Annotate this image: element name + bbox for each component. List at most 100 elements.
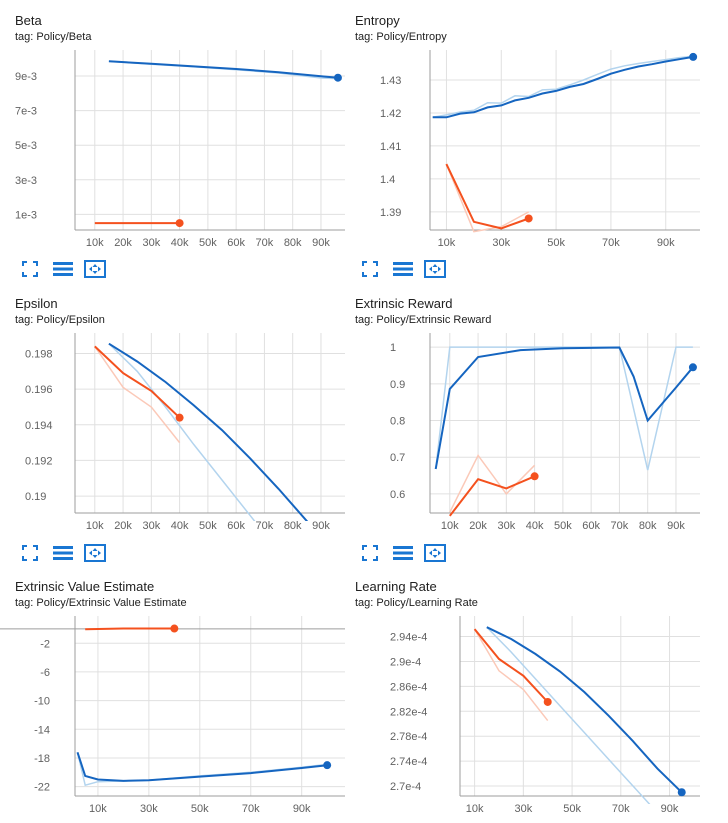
- orange-series-line: [94, 345, 181, 419]
- orange-series-line: [473, 628, 549, 703]
- plot-area: [432, 52, 698, 233]
- y-tick-label: 1.41: [380, 141, 401, 153]
- x-tick-label: 70k: [256, 237, 274, 249]
- blue-series-line: [434, 346, 694, 470]
- x-tick-label: 70k: [256, 520, 274, 532]
- y-tick-label: 1.39: [380, 207, 401, 219]
- fullscreen-icon[interactable]: [362, 545, 378, 561]
- fit-domain-icon[interactable]: [424, 260, 446, 278]
- orange-series-end-point: [524, 214, 533, 223]
- fit-domain-icon[interactable]: [424, 544, 446, 562]
- x-tick-label: 90k: [661, 803, 679, 815]
- y-tick-label: -18: [34, 753, 50, 765]
- x-tick-label: 20k: [114, 520, 132, 532]
- blue-series-line: [108, 342, 309, 521]
- blue-series-end-point: [333, 73, 342, 82]
- orange-series-line: [449, 475, 535, 517]
- blue-series-line: [432, 55, 694, 119]
- plot-area: [434, 346, 697, 517]
- orange-series-end-point: [175, 219, 184, 228]
- y-tick-label: 1e-3: [15, 209, 37, 221]
- y-tick-label: 0.8: [390, 416, 405, 428]
- chart-title: Extrinsic Reward: [355, 296, 453, 311]
- y-tick-label: 0.9: [390, 379, 405, 391]
- chart-plot-beta[interactable]: 10k 20k 30k 40k 50k 60k 70k 80k 90k 9e-3 7e-3 5e-3 3…: [0, 50, 345, 260]
- x-tick-label: 70k: [612, 803, 630, 815]
- orange-series-line: [445, 163, 530, 230]
- y-tick-label: 0.192: [25, 455, 53, 467]
- x-tick-label: 40k: [171, 237, 189, 249]
- x-tick-label: 10k: [86, 520, 104, 532]
- chart-tag: tag: Policy/Beta: [15, 31, 92, 43]
- x-tick-label: 50k: [199, 237, 217, 249]
- toggle-log-scale-icon[interactable]: [53, 545, 73, 561]
- x-tick-label: 10k: [438, 237, 456, 249]
- x-tick-label: 40k: [171, 520, 189, 532]
- x-tick-label: 90k: [312, 520, 330, 532]
- x-tick-label: 20k: [114, 237, 132, 249]
- orange-series-line: [85, 627, 175, 631]
- chart-plot-extrinsic-reward[interactable]: 10k 20k 30k 40k 50k 60k 70k 80k 90k 1 0.9 0.8 0.7 0.6: [355, 333, 700, 543]
- chart-tag: tag: Policy/Learning Rate: [355, 597, 478, 609]
- chart-plot-entropy[interactable]: 10k 30k 50k 70k 90k 1.43 1.42 1.41 1.4 1.39: [355, 50, 700, 260]
- chart-title: Extrinsic Value Estimate: [15, 579, 155, 594]
- x-tick-label: 80k: [639, 520, 657, 532]
- y-tick-label: 0.6: [390, 489, 405, 501]
- fullscreen-icon[interactable]: [22, 545, 38, 561]
- plot-area: [94, 60, 342, 228]
- y-tick-label: 7e-3: [15, 106, 37, 118]
- blue-series-end-point: [323, 761, 332, 770]
- chart-plot-learning-rate[interactable]: 10k 30k 50k 70k 90k 2.94e-4 2.9e-4 2.86e-4 2.82e…: [355, 616, 700, 823]
- blue-series-raw-line: [486, 626, 651, 804]
- y-tick-label: 0.7: [390, 452, 405, 464]
- orange-series-end-point: [170, 624, 179, 633]
- x-tick-label: 20k: [469, 520, 487, 532]
- y-tick-label: -14: [34, 724, 50, 736]
- chart-title: Epsilon: [15, 296, 58, 311]
- x-tick-label: 50k: [547, 237, 565, 249]
- x-tick-label: 90k: [667, 520, 685, 532]
- chart-tag: tag: Policy/Entropy: [355, 31, 447, 43]
- x-tick-label: 70k: [602, 237, 620, 249]
- y-tick-label: 0.194: [25, 420, 53, 432]
- toggle-log-scale-icon[interactable]: [393, 261, 413, 277]
- chart-plot-epsilon[interactable]: 10k 20k 30k 40k 50k 60k 70k 80k 90k 0.198 0.196 0.1…: [0, 333, 345, 543]
- fit-domain-icon[interactable]: [84, 544, 106, 562]
- plot-area: [76, 624, 332, 787]
- x-tick-label: 50k: [199, 520, 217, 532]
- orange-series-raw-line: [473, 628, 549, 722]
- y-tick-label: 2.82e-4: [390, 706, 427, 718]
- x-tick-label: 30k: [497, 520, 515, 532]
- fullscreen-icon[interactable]: [362, 261, 378, 277]
- x-tick-label: 90k: [293, 803, 311, 815]
- y-tick-label: 1.4: [380, 174, 395, 186]
- y-tick-label: -2: [40, 638, 50, 650]
- blue-series-line: [486, 626, 683, 794]
- x-tick-label: 60k: [227, 237, 245, 249]
- x-tick-label: 50k: [554, 520, 572, 532]
- plot-area: [94, 342, 309, 521]
- orange-series-end-point: [530, 472, 539, 481]
- fullscreen-icon[interactable]: [22, 261, 38, 277]
- x-tick-label: 30k: [140, 803, 158, 815]
- y-tick-label: 0.198: [25, 348, 53, 360]
- toggle-log-scale-icon[interactable]: [393, 545, 413, 561]
- fit-domain-icon[interactable]: [84, 260, 106, 278]
- orange-series-raw-line: [94, 345, 181, 444]
- orange-series-end-point: [175, 413, 184, 422]
- y-tick-label: 2.94e-4: [390, 632, 427, 644]
- blue-series-line: [108, 60, 338, 79]
- y-tick-label: 2.7e-4: [390, 781, 421, 793]
- toggle-log-scale-icon[interactable]: [53, 261, 73, 277]
- y-tick-label: -6: [40, 667, 50, 679]
- y-tick-label: 1: [390, 342, 396, 354]
- x-tick-label: 50k: [563, 803, 581, 815]
- x-tick-label: 10k: [89, 803, 107, 815]
- chart-plot-extrinsic-value-estimate[interactable]: 10k 30k 50k 70k 90k -2 -6 -10 -14 -18 -22: [0, 616, 345, 823]
- y-tick-label: 1.43: [380, 75, 401, 87]
- x-tick-label: 10k: [466, 803, 484, 815]
- y-tick-label: 0.196: [25, 384, 53, 396]
- orange-series-raw-line: [445, 163, 530, 233]
- x-tick-label: 80k: [284, 520, 302, 532]
- y-tick-label: 0.19: [25, 491, 46, 503]
